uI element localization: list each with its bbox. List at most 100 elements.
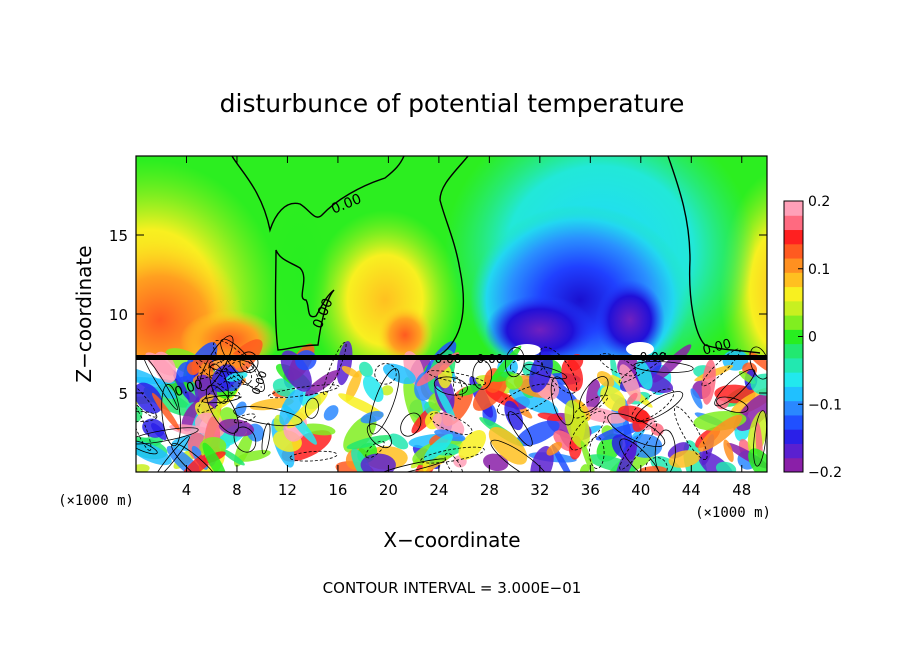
turbulence-patch [750, 373, 767, 396]
turbulence-contour [209, 363, 229, 404]
turbulence-patch [619, 364, 641, 402]
turbulence-patch [136, 464, 150, 472]
contour-label: 0.00 [640, 350, 667, 364]
turbulence-patch [338, 393, 384, 418]
turbulence-patch [596, 371, 615, 388]
turbulence-patch [618, 405, 651, 424]
turbulence-patch [458, 430, 487, 460]
contour-right [667, 156, 761, 354]
contour-interval-note: CONTOUR INTERVAL = 3.000E−01 [323, 579, 582, 597]
colorbar-band [784, 258, 803, 273]
turbulence-contour [444, 452, 464, 472]
turbulence-patch [152, 392, 180, 431]
turbulence-contour [523, 364, 568, 380]
green-column [270, 200, 330, 340]
turbulence-contour [136, 440, 158, 455]
turbulence-contour [136, 410, 158, 423]
turbulence-patch [546, 441, 563, 456]
colorbar-band [784, 443, 803, 459]
turbulence-contour [635, 391, 684, 423]
turbulence-patch [505, 373, 523, 390]
turbulence-patch [610, 355, 618, 380]
interface-line [136, 355, 767, 360]
turbulence-contour [619, 420, 658, 471]
turbulence-contour [633, 361, 694, 373]
x-tick-label: 32 [530, 481, 549, 499]
turbulence-contour [452, 376, 464, 400]
turbulence-patch [580, 440, 595, 472]
turbulence-patch [715, 461, 737, 472]
x-tick-label: 4 [182, 481, 192, 499]
turbulence-contour [374, 363, 397, 385]
turbulence-patch [516, 420, 560, 447]
turbulence-patch [723, 439, 734, 463]
turbulence-patch [136, 382, 163, 414]
turbulence-contour [420, 446, 485, 464]
turbulence-contour [239, 351, 259, 374]
x-axis-ticks: 4 8 12 16 20 24 28 32 36 40 44 48 [182, 156, 751, 499]
turbulence-patch [488, 427, 528, 465]
turbulence-contour [701, 348, 741, 387]
colorbar-band [784, 315, 803, 330]
turbulence-contour [366, 423, 392, 449]
turbulence-contour [233, 426, 257, 453]
turbulent-layer [136, 335, 767, 472]
turbulence-contour [674, 406, 708, 461]
turbulence-patch [280, 350, 312, 392]
x-unit-left: (×1000 m) [58, 493, 134, 509]
turbulence-patch [626, 392, 638, 405]
turbulence-contour [161, 384, 181, 447]
turbulence-contour [369, 368, 400, 435]
chart-title: disturbunce of potential temperature [220, 89, 685, 118]
y-tick-label: 15 [109, 227, 128, 245]
turbulence-patch [360, 453, 396, 472]
turbulence-contour [472, 359, 493, 390]
turbulence-contour [749, 346, 767, 380]
colorbar-band [784, 286, 803, 302]
turbulence-patch [600, 385, 626, 412]
turbulence-contour [716, 396, 749, 413]
x-tick-label: 12 [278, 481, 297, 499]
contour-label: 0.00 [435, 352, 462, 366]
turbulence-patch [341, 365, 360, 378]
turbulence-patch [305, 369, 340, 397]
x-tick-label: 16 [328, 481, 347, 499]
colorbar-band [784, 414, 803, 430]
turbulence-patch [504, 400, 524, 431]
turbulence-patch [360, 411, 384, 424]
x-tick-label: 40 [631, 481, 650, 499]
turbulence-patch [529, 351, 553, 393]
turbulence-patch [388, 433, 409, 450]
turbulence-patch [166, 445, 206, 472]
turbulence-contour [429, 412, 473, 435]
turbulence-contour [507, 411, 533, 447]
turbulence-contour [539, 346, 578, 394]
x-tick-label: 48 [732, 481, 751, 499]
y-tick-label: 5 [118, 385, 128, 403]
turbulence-patch [690, 388, 703, 409]
turbulence-patch [381, 385, 394, 396]
turbulence-contour [197, 374, 244, 413]
turbulence-contour [753, 410, 767, 467]
turbulence-patch [346, 435, 392, 450]
colorbar-band [784, 329, 803, 345]
turbulence-patch [323, 405, 339, 421]
turbulence-contour [233, 413, 256, 424]
contour-lines [231, 156, 761, 356]
turbulence-contour [490, 439, 550, 472]
turbulence-patch [343, 414, 377, 453]
turbulence-contour [136, 374, 157, 418]
turbulence-contour [323, 341, 347, 395]
turbulence-contour [631, 388, 675, 422]
colorbar-band [784, 229, 803, 245]
turbulence-contour [509, 358, 543, 376]
turbulence-patch [509, 387, 559, 416]
colorbar-ticks: 0.2 0.1 0 −0.1 −0.2 [798, 194, 842, 481]
turbulence-contour [289, 450, 338, 462]
turbulence-contour [569, 410, 606, 451]
colorbar-band [784, 201, 803, 216]
turbulence-contour [154, 436, 190, 472]
colorbar-band [784, 243, 803, 259]
turbulence-patch [202, 442, 228, 472]
